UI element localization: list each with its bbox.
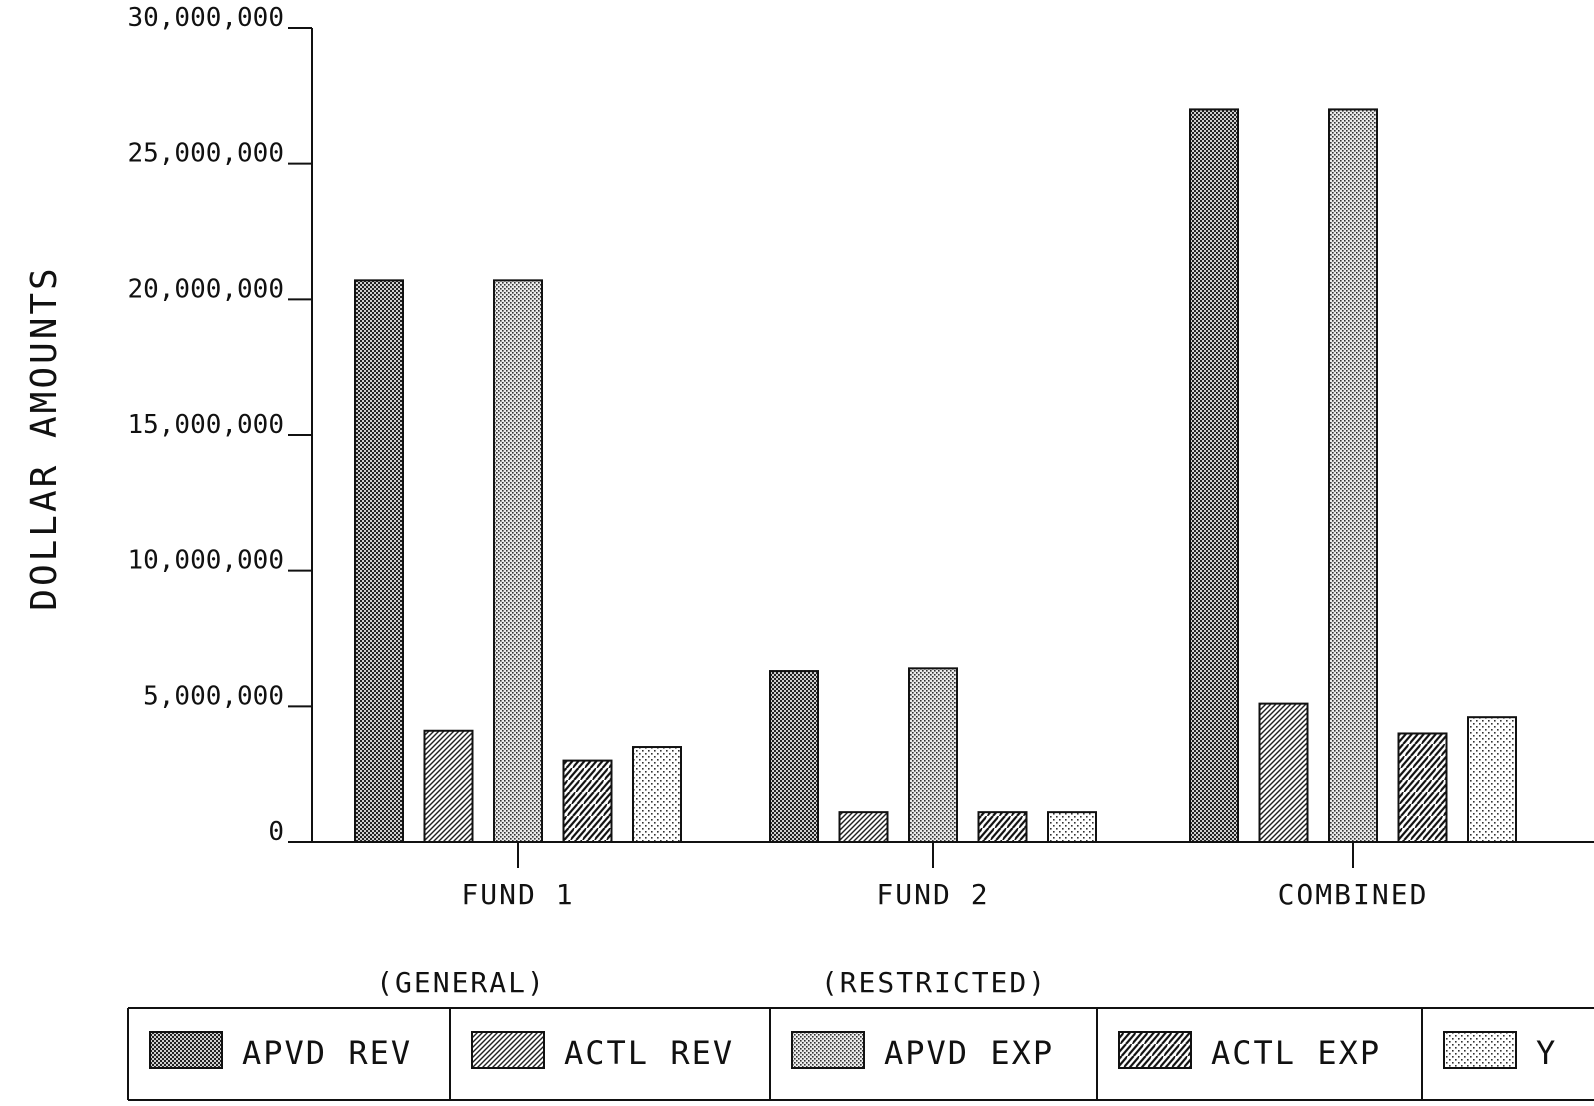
y-tick-label: 15,000,000 — [127, 410, 284, 440]
bar-actl-rev-combined — [1258, 702, 1309, 843]
y-tick-label: 20,000,000 — [127, 274, 284, 304]
legend-label: APVD REV — [242, 1034, 412, 1072]
bar-actl-exp-combined — [1397, 732, 1448, 844]
bar-y-fund-1 — [632, 746, 682, 843]
bar-actl-rev-fund-1 — [423, 729, 474, 844]
y-tick-label: 0 — [268, 817, 284, 847]
category-notes: (GENERAL) (RESTRICTED) — [376, 966, 1047, 999]
legend-label: ACTL REV — [564, 1034, 734, 1072]
legend-label: ACTL EXP — [1211, 1034, 1381, 1072]
x-axis-categories: FUND 1 FUND 2 COMBINED — [461, 842, 1429, 911]
category-note: (GENERAL) — [376, 966, 546, 999]
category-note: (RESTRICTED) — [821, 966, 1047, 999]
bar-y-fund-2 — [1047, 811, 1097, 843]
y-axis-title: DOLLAR AMOUNTS — [24, 265, 65, 610]
bar-actl-exp-fund-2 — [977, 811, 1028, 843]
legend-swatch — [1443, 1031, 1517, 1069]
legend-swatch — [1118, 1031, 1192, 1069]
legend-label: APVD EXP — [884, 1034, 1054, 1072]
bars — [354, 108, 1517, 844]
bar-actl-rev-fund-2 — [838, 811, 889, 843]
legend: APVD REV ACTL REV APVD EXP ACTL EXP Y — [127, 1007, 1594, 1101]
x-category-label: FUND 1 — [461, 878, 574, 911]
x-category-label: FUND 2 — [876, 878, 989, 911]
legend-swatch — [471, 1031, 545, 1069]
y-tick-label: 30,000,000 — [127, 3, 284, 33]
y-tick-label: 25,000,000 — [127, 139, 284, 169]
x-category-label: COMBINED — [1278, 878, 1429, 911]
bar-apvd-rev-fund-2 — [769, 670, 819, 843]
bar-apvd-exp-fund-1 — [493, 279, 543, 843]
bar-apvd-rev-combined — [1189, 108, 1239, 843]
legend-swatch — [149, 1031, 223, 1069]
bar-apvd-rev-fund-1 — [354, 279, 404, 843]
bar-apvd-exp-fund-2 — [908, 667, 958, 844]
legend-swatch — [791, 1031, 865, 1069]
y-tick-label: 10,000,000 — [127, 546, 284, 576]
bar-actl-exp-fund-1 — [562, 759, 613, 843]
legend-label: Y — [1536, 1034, 1557, 1072]
y-tick-label: 5,000,000 — [143, 681, 284, 711]
bar-apvd-exp-combined — [1328, 108, 1378, 843]
y-axis-ticks: 0 5,000,000 10,000,000 15,000,000 20,000,000… — [127, 3, 312, 847]
bar-y-combined — [1467, 716, 1517, 843]
